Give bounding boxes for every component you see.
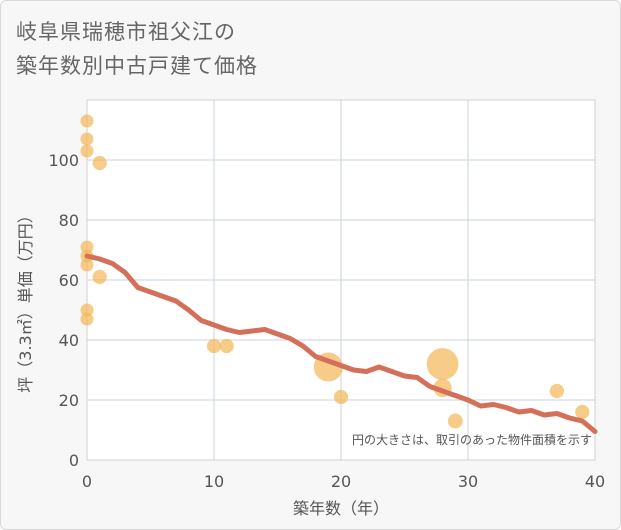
chart-title-line-2: 築年数別中古戸建て価格 <box>16 54 258 78</box>
y-tick-label: 100 <box>48 151 79 170</box>
bubble-point <box>80 132 94 146</box>
chart-title-line-1: 岐阜県瑞穂市祖父江の <box>16 20 236 44</box>
y-tick-label: 80 <box>59 211 79 230</box>
x-tick-label: 20 <box>331 472 351 491</box>
trend-series <box>84 253 598 434</box>
bubble-point <box>219 338 234 354</box>
x-axis-label: 築年数（年） <box>293 499 389 518</box>
bubble-point <box>333 389 349 405</box>
bubble-series <box>80 114 590 429</box>
bubble-point <box>80 312 94 326</box>
bubble-point <box>80 258 94 272</box>
bubble-point <box>80 240 94 254</box>
trend-line <box>84 253 598 434</box>
x-tick-label: 10 <box>204 472 224 491</box>
y-tick-label: 0 <box>69 451 79 470</box>
chart-title: 岐阜県瑞穂市祖父江の 築年数別中古戸建て価格 <box>16 15 258 83</box>
y-axis-ticks: 0 20 40 60 80 100 <box>48 151 79 470</box>
x-tick-label: 30 <box>458 472 478 491</box>
y-tick-label: 60 <box>59 271 79 290</box>
bubble-point <box>575 404 590 420</box>
y-tick-label: 20 <box>59 391 79 410</box>
y-tick-label: 40 <box>59 331 79 350</box>
bubble-point <box>549 383 565 399</box>
x-tick-label: 40 <box>585 472 605 491</box>
bubble-point <box>80 144 94 158</box>
bubble-point <box>80 303 94 317</box>
x-axis-ticks: 0 10 20 30 40 <box>82 472 605 491</box>
bubble-point <box>80 114 94 128</box>
bubble-point <box>426 348 459 380</box>
bubble-point <box>92 269 107 285</box>
chart-annotation: 円の大きさは、取引のあった物件面積を示す <box>352 432 592 447</box>
bubble-point <box>206 338 222 354</box>
bubble-point <box>92 155 107 171</box>
y-axis-label: 坪（3.3㎡）単価（万円） <box>16 207 35 392</box>
x-tick-label: 0 <box>82 472 92 491</box>
bubble-point <box>447 413 463 429</box>
